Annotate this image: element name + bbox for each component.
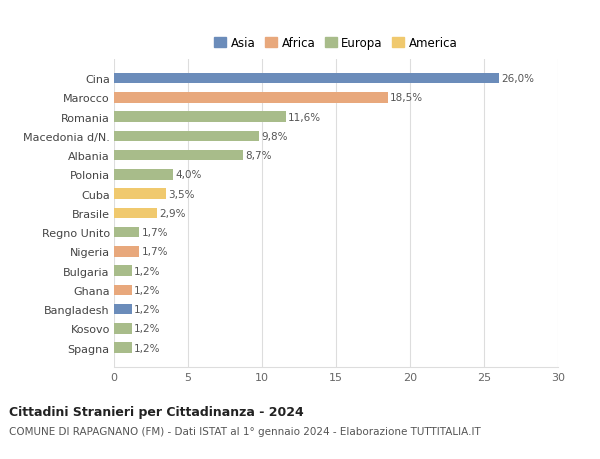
Text: 1,7%: 1,7% (142, 228, 168, 238)
Bar (114, 343, 132, 353)
Bar (114, 73, 499, 84)
Text: 18,5%: 18,5% (390, 93, 423, 103)
Bar (114, 227, 139, 238)
Bar (114, 93, 388, 103)
Bar (114, 131, 259, 142)
Text: 8,7%: 8,7% (245, 151, 271, 161)
Text: 1,2%: 1,2% (134, 324, 160, 334)
Text: 11,6%: 11,6% (288, 112, 321, 123)
Text: COMUNE DI RAPAGNANO (FM) - Dati ISTAT al 1° gennaio 2024 - Elaborazione TUTTITAL: COMUNE DI RAPAGNANO (FM) - Dati ISTAT al… (9, 426, 481, 436)
Text: Cittadini Stranieri per Cittadinanza - 2024: Cittadini Stranieri per Cittadinanza - 2… (9, 405, 304, 419)
Bar (114, 170, 173, 180)
Text: 4,0%: 4,0% (175, 170, 202, 180)
Text: 1,2%: 1,2% (134, 285, 160, 295)
Text: 1,2%: 1,2% (134, 266, 160, 276)
Bar (114, 266, 132, 276)
Bar (114, 324, 132, 334)
Text: 1,2%: 1,2% (134, 343, 160, 353)
Bar (114, 285, 132, 296)
Text: 26,0%: 26,0% (501, 74, 534, 84)
Legend: Asia, Africa, Europa, America: Asia, Africa, Europa, America (212, 35, 460, 52)
Bar (114, 208, 157, 219)
Text: 3,5%: 3,5% (168, 189, 194, 199)
Bar (114, 246, 139, 257)
Bar (114, 112, 286, 123)
Text: 1,7%: 1,7% (142, 247, 168, 257)
Bar (114, 151, 243, 161)
Bar (114, 304, 132, 315)
Text: 1,2%: 1,2% (134, 304, 160, 314)
Text: 9,8%: 9,8% (261, 132, 288, 141)
Text: 2,9%: 2,9% (159, 208, 185, 218)
Bar (114, 189, 166, 200)
